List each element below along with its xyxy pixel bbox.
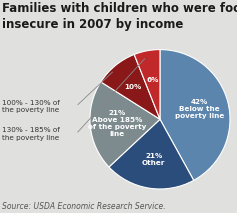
Wedge shape <box>90 82 160 167</box>
Text: 42%
Below the
poverty line: 42% Below the poverty line <box>175 99 224 119</box>
Text: 130% - 185% of
the poverty line: 130% - 185% of the poverty line <box>2 127 60 141</box>
Text: 100% - 130% of
the poverty line: 100% - 130% of the poverty line <box>2 100 60 113</box>
Text: 21%
Other: 21% Other <box>142 153 165 166</box>
Wedge shape <box>101 55 160 119</box>
Text: 10%: 10% <box>125 84 142 90</box>
Wedge shape <box>160 50 230 180</box>
Wedge shape <box>134 50 160 119</box>
Text: 6%: 6% <box>146 76 159 83</box>
Wedge shape <box>109 119 194 189</box>
Text: Families with children who were food
insecure in 2007 by income: Families with children who were food ins… <box>2 2 237 31</box>
Text: Source: USDA Economic Research Service.: Source: USDA Economic Research Service. <box>2 202 166 211</box>
Text: 21%
Above 185%
of the poverty
line: 21% Above 185% of the poverty line <box>87 110 146 137</box>
